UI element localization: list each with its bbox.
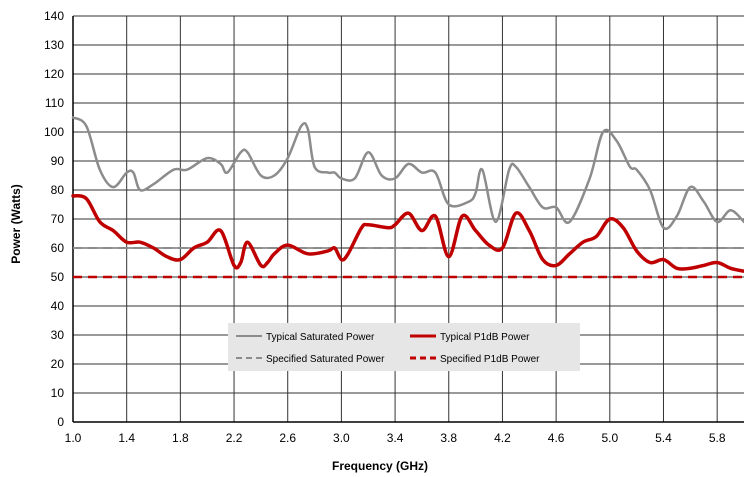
legend-box bbox=[228, 323, 580, 371]
legend: Typical Saturated Power Typical P1dB Pow… bbox=[228, 323, 580, 371]
y-tick-label: 90 bbox=[51, 154, 65, 168]
legend-label-specified-p1db: Specified P1dB Power bbox=[440, 354, 540, 365]
y-tick-label: 10 bbox=[51, 386, 65, 400]
y-tick-label: 60 bbox=[51, 241, 65, 255]
series-line-typical-p1db-power bbox=[71, 194, 744, 273]
legend-label-typical-p1db: Typical P1dB Power bbox=[440, 332, 530, 343]
x-tick-label: 1.0 bbox=[65, 431, 82, 445]
y-tick-label: 140 bbox=[44, 9, 64, 23]
x-tick-label: 3.0 bbox=[333, 431, 350, 445]
y-tick-label: 120 bbox=[44, 67, 64, 81]
y-tick-label: 110 bbox=[45, 96, 64, 110]
y-tick-label: 100 bbox=[44, 125, 64, 139]
y-tick-label: 0 bbox=[57, 415, 64, 429]
series-lines bbox=[71, 116, 744, 279]
x-tick-label: 5.8 bbox=[709, 431, 726, 445]
x-tick-label: 3.8 bbox=[440, 431, 457, 445]
tick-labels: 0 10 20 30 40 50 60 70 80 90 100 110 120 130 140 1.0 1.4… bbox=[44, 9, 726, 445]
x-tick-label: 4.6 bbox=[548, 431, 565, 445]
y-tick-label: 30 bbox=[51, 328, 65, 342]
legend-label-specified-saturated: Specified Saturated Power bbox=[266, 354, 385, 365]
y-tick-label: 130 bbox=[44, 38, 64, 52]
y-tick-label: 20 bbox=[51, 357, 65, 371]
y-tick-label: 80 bbox=[51, 183, 65, 197]
legend-label-typical-saturated: Typical Saturated Power bbox=[266, 332, 375, 343]
y-tick-label: 50 bbox=[51, 270, 65, 284]
x-tick-label: 2.6 bbox=[279, 431, 296, 445]
x-axis-title: Frequency (GHz) bbox=[332, 459, 428, 473]
x-tick-label: 5.0 bbox=[601, 431, 618, 445]
x-tick-label: 1.8 bbox=[172, 431, 189, 445]
x-tick-label: 3.4 bbox=[387, 431, 404, 445]
y-axis-title: Power (Watts) bbox=[9, 184, 23, 264]
x-tick-label: 1.4 bbox=[118, 431, 135, 445]
x-tick-label: 5.4 bbox=[655, 431, 672, 445]
x-tick-label: 4.2 bbox=[494, 431, 511, 445]
y-tick-label: 40 bbox=[51, 299, 65, 313]
series-line-typical-saturated-power bbox=[71, 116, 744, 230]
y-tick-label: 70 bbox=[51, 212, 65, 226]
x-tick-label: 2.2 bbox=[226, 431, 243, 445]
